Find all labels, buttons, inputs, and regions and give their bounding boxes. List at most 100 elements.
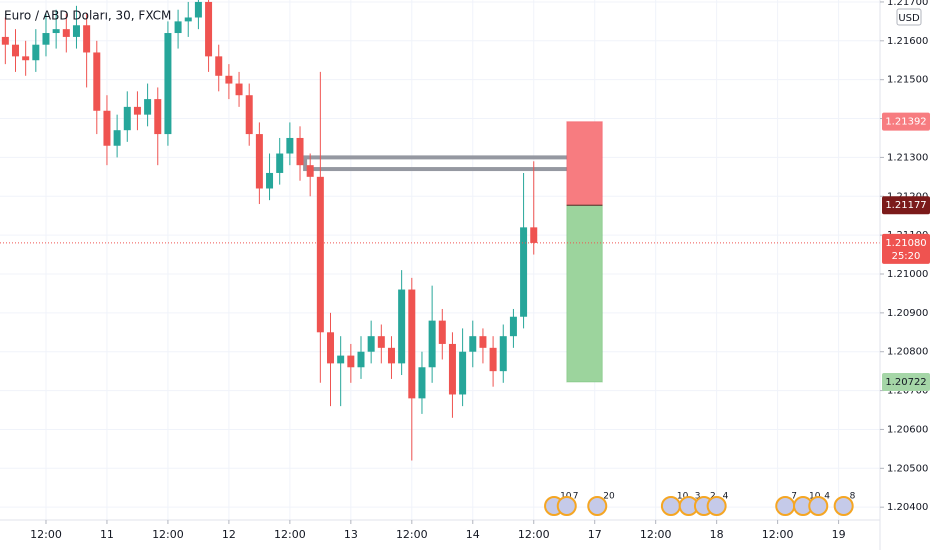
candle-body <box>509 316 517 337</box>
candle-body <box>418 367 426 399</box>
y-tick-label: 1.21500 <box>887 75 928 86</box>
y-tick-label: 1.20800 <box>887 347 928 358</box>
candle-body <box>438 320 446 344</box>
candle-body <box>448 343 456 395</box>
y-tick-label: 1.21300 <box>887 152 928 163</box>
candle-body <box>133 106 141 115</box>
event-count: 8 <box>850 492 856 502</box>
event-icon <box>587 496 608 516</box>
candle-body <box>479 336 487 348</box>
candle-body <box>205 1 213 57</box>
x-tick-label: 18 <box>710 528 724 541</box>
candle-body <box>357 351 365 368</box>
target-badge <box>882 373 930 392</box>
chart-title: Euro / ABD Doları, 30, FXCM <box>4 9 171 23</box>
candle-body <box>286 137 294 154</box>
candle-body <box>489 347 497 372</box>
candle-body <box>215 56 223 76</box>
currency: USD <box>898 13 920 24</box>
candle-body <box>32 44 40 61</box>
event-count: 20 <box>603 492 615 502</box>
y-tick-label: 1.21000 <box>887 269 928 280</box>
x-tick-label: 14 <box>466 528 480 541</box>
candle-body <box>154 99 162 135</box>
candle-body <box>316 176 324 333</box>
candle-body <box>42 33 50 45</box>
x-tick-label: 12 <box>222 528 236 541</box>
x-tick-label: 19 <box>832 528 846 541</box>
x-tick-label: 12:00 <box>640 528 672 541</box>
price-axis-panel <box>880 0 932 550</box>
candle-body <box>184 17 192 22</box>
event-count: 3 <box>695 492 701 502</box>
stop-label: 1.21392 <box>885 117 926 128</box>
stop-badge <box>882 112 930 131</box>
candle-body <box>103 110 111 146</box>
zone-rectangle <box>303 155 585 172</box>
y-tick-label: 1.20600 <box>887 424 928 435</box>
candle-body <box>225 75 233 84</box>
x-tick-label: 11 <box>100 528 114 541</box>
x-tick-label: 12:00 <box>274 528 306 541</box>
y-tick-label: 1.20500 <box>887 463 928 474</box>
countdown: 25:20 <box>892 251 921 262</box>
target-label: 1.20722 <box>885 377 926 388</box>
axes: 1.20400 1.20500 1.20600 1.20700 1.20800 1.209… <box>30 0 930 541</box>
y-tick-label: 1.21700 <box>887 0 928 8</box>
x-tick-label: 12:00 <box>396 528 428 541</box>
candle-body <box>235 83 243 96</box>
candle-body <box>499 336 507 372</box>
candle-body <box>408 289 416 399</box>
event-icon <box>808 496 829 516</box>
candle-body <box>22 56 30 61</box>
candle-body <box>428 320 436 368</box>
event-count: 10 <box>809 492 821 502</box>
y-tick-label: 1.20900 <box>887 308 928 319</box>
candle-body <box>337 355 345 364</box>
candle-body <box>11 44 19 57</box>
event-icon <box>833 496 854 516</box>
candle-body <box>367 336 375 352</box>
plot-area: 107201032471048 <box>0 0 880 520</box>
candle-body <box>113 130 121 146</box>
candle-body <box>245 95 253 135</box>
candle-body <box>266 172 274 189</box>
event-count: 4 <box>723 492 729 502</box>
x-tick-label: 12:00 <box>518 528 550 541</box>
x-tick-label: 12:00 <box>30 528 62 541</box>
x-tick-label: 12:00 <box>152 528 184 541</box>
event-icon <box>706 496 727 516</box>
candle-body <box>347 355 355 368</box>
y-tick-label: 1.21600 <box>887 36 928 47</box>
candle-body <box>72 25 80 37</box>
candle-body <box>93 52 101 111</box>
candle-body <box>164 33 172 135</box>
x-tick-label: 17 <box>588 528 602 541</box>
current-price-label: 1.21080 <box>885 238 926 249</box>
candle-body <box>194 1 202 18</box>
event-count: 4 <box>824 492 830 502</box>
candle-body <box>144 99 152 115</box>
candle-body <box>83 25 91 53</box>
event-count: 2 <box>710 492 716 502</box>
candle-body <box>62 29 70 37</box>
x-tick-label: 13 <box>344 528 358 541</box>
candle-body <box>327 332 335 364</box>
candle-body <box>123 106 131 131</box>
candle-body <box>387 347 395 364</box>
y-tick-label: 1.20400 <box>887 502 928 513</box>
target-zone <box>566 204 603 383</box>
current-price-badge <box>882 233 930 264</box>
candle-body <box>469 336 477 352</box>
candle-body <box>530 227 538 243</box>
candle-body <box>1 36 9 45</box>
entry-badge <box>882 196 930 215</box>
stop-zone <box>566 121 603 206</box>
candle-body <box>255 134 263 189</box>
event-count: 10 <box>677 492 689 502</box>
entry-label: 1.21177 <box>885 200 926 211</box>
candle-body <box>520 227 528 317</box>
candle-body <box>276 153 284 173</box>
candle-body <box>52 29 60 34</box>
